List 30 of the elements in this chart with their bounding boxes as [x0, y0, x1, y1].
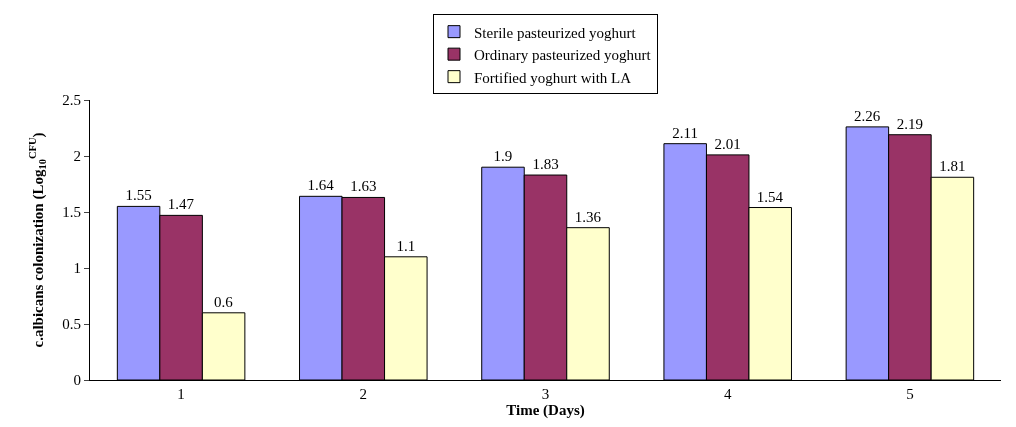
data-label: 1.83 — [532, 156, 559, 173]
data-label: 0.6 — [213, 293, 234, 310]
y-tick-label: 1.5 — [62, 204, 81, 221]
legend-label: Sterile pasteurized yoghurt — [474, 24, 637, 41]
x-tick-label: 5 — [906, 386, 914, 402]
data-label: 1.47 — [167, 196, 195, 213]
data-label: 1.54 — [756, 188, 784, 205]
y-tick-label: 1 — [73, 260, 81, 277]
data-label: 1.64 — [307, 177, 335, 194]
x-tick-label: 3 — [541, 386, 550, 402]
data-label: 1.81 — [939, 158, 966, 175]
data-label: 2.11 — [672, 124, 699, 141]
data-label: 1.1 — [396, 237, 416, 254]
data-label: 1.9 — [493, 148, 513, 165]
x-tick-label: 1 — [177, 386, 185, 402]
data-label: 2.01 — [714, 135, 741, 152]
x-tick-label: 2 — [359, 386, 368, 402]
x-axis-title: Time (Days) — [506, 402, 585, 419]
data-label: 2.26 — [854, 107, 881, 124]
y-tick-label: 0.5 — [62, 316, 81, 333]
legend-label: Fortified yoghurt with LA — [474, 69, 632, 86]
x-tick-label: 4 — [723, 386, 732, 402]
data-label: 1.36 — [574, 208, 602, 225]
y-tick-label: 2 — [73, 148, 81, 165]
legend-label: Ordinary pasteurized yoghurt — [474, 47, 652, 63]
data-label: 2.19 — [896, 115, 924, 132]
y-tick-label: 0 — [73, 372, 81, 389]
data-label: 1.63 — [350, 178, 377, 195]
y-tick-label: 2.5 — [62, 92, 81, 109]
data-label: 1.55 — [125, 187, 152, 204]
